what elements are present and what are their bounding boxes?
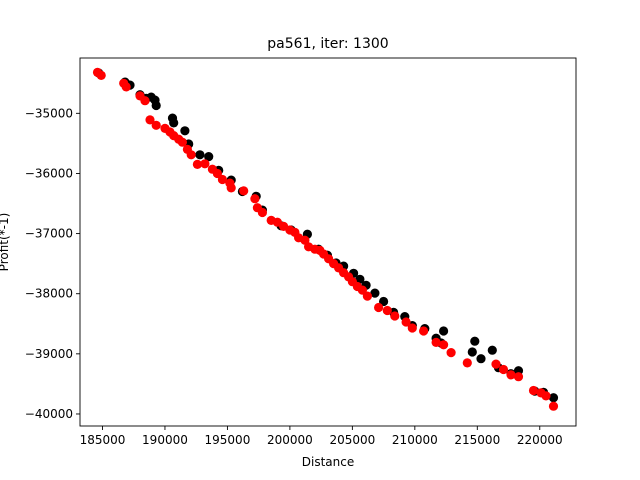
plot-area-frame — [79, 57, 577, 427]
x-axis-label: Distance — [302, 455, 354, 469]
series-1-point-56 — [491, 359, 501, 369]
series-0-point-41 — [487, 345, 497, 355]
series-0-point-10 — [180, 126, 190, 136]
x-tick-label-1: 190000 — [142, 433, 188, 447]
series-1-point-12 — [177, 137, 187, 147]
series-1-point-63 — [548, 401, 559, 411]
series-1-point-16 — [200, 159, 210, 169]
x-tick-label-7: 220000 — [517, 433, 563, 447]
points-layer — [92, 67, 559, 411]
series-1-point-60 — [528, 385, 539, 396]
series-1-point-25 — [257, 207, 267, 218]
y-tick-label-2: −37000 — [25, 227, 73, 241]
series-1-point-54 — [446, 348, 456, 358]
series-0-point-47 — [548, 393, 559, 403]
series-1-point-23 — [250, 194, 260, 204]
x-tick-label-6: 215000 — [454, 433, 500, 447]
y-tick-label-4: −39000 — [25, 347, 73, 361]
series-1-point-7 — [151, 120, 161, 130]
series-1-point-47 — [382, 305, 392, 316]
series-1-point-15 — [192, 159, 202, 169]
series-1-point-62 — [541, 391, 551, 401]
series-0-point-12 — [195, 150, 205, 160]
y-tick-label-1: −36000 — [25, 166, 73, 180]
series-0-point-7 — [151, 100, 161, 111]
series-1-point-52 — [431, 337, 441, 347]
series-1-point-46 — [374, 302, 384, 313]
series-0-point-9 — [169, 118, 179, 128]
series-0-point-37 — [439, 326, 449, 336]
series-1-point-51 — [419, 326, 429, 336]
series-0-point-39 — [470, 336, 480, 346]
series-0-point-27 — [355, 274, 365, 284]
y-tick-label-0: −35000 — [25, 106, 73, 120]
y-axis: −35000 −36000 −37000 −38000 −39000 −40000 — [25, 106, 80, 421]
x-tick-label-3: 200000 — [267, 433, 313, 447]
y-axis-label: Profit(*-1) — [0, 213, 11, 272]
series-0-point-13 — [204, 152, 214, 162]
series-1-point-1 — [96, 70, 106, 80]
series-1-point-49 — [401, 317, 411, 327]
series-1-point-59 — [513, 372, 524, 382]
series-0-point-29 — [370, 288, 380, 298]
series-1-point-57 — [498, 364, 509, 375]
series-1-point-21 — [226, 183, 236, 193]
x-tick-label-2: 195000 — [205, 433, 251, 447]
x-axis: 185000 190000 195000 200000 205000 210000 2150… — [80, 426, 563, 447]
chart-title: pa561, iter: 1300 — [267, 36, 388, 52]
x-tick-label-5: 210000 — [392, 433, 438, 447]
x-tick-label-4: 205000 — [329, 433, 375, 447]
series-0-point-38 — [467, 347, 477, 357]
series-1-point-3 — [121, 82, 131, 92]
series-1-point-6 — [145, 115, 155, 125]
series-1-point-50 — [407, 323, 417, 333]
series-0-point-40 — [476, 354, 486, 364]
series-1-point-53 — [439, 340, 449, 350]
series-1-point-19 — [217, 174, 227, 185]
x-tick-label-0: 185000 — [80, 433, 126, 447]
y-tick-label-3: −38000 — [25, 287, 73, 301]
series-1-point-55 — [462, 358, 472, 368]
series-1-point-14 — [186, 150, 196, 160]
y-tick-label-5: −40000 — [25, 407, 73, 421]
series-1-point-5 — [140, 96, 150, 106]
series-1-point-48 — [390, 311, 400, 321]
series-1-point-22 — [239, 186, 249, 196]
series-1-point-58 — [506, 370, 516, 380]
series-1-point-45 — [362, 291, 372, 301]
